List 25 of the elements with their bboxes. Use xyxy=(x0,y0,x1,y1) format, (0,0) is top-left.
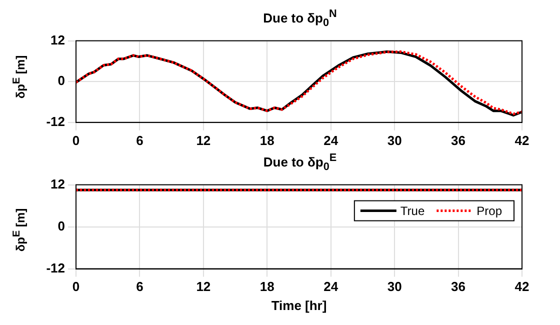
x-tick-label: 36 xyxy=(451,279,466,294)
x-axis-title: Time [hr] xyxy=(271,298,327,313)
y-tick-label: 0 xyxy=(58,73,65,88)
x-tick-label: 6 xyxy=(136,132,144,148)
x-tick-label: 42 xyxy=(514,279,530,294)
x-tick-label: 36 xyxy=(451,132,466,148)
x-tick-label: 6 xyxy=(136,279,144,294)
x-tick-label: 0 xyxy=(72,279,80,294)
x-tick-label: 12 xyxy=(196,132,211,148)
y-tick-label: 12 xyxy=(50,32,65,48)
x-tick-label: 30 xyxy=(387,279,402,294)
x-tick-label: 18 xyxy=(260,279,274,294)
x-tick-label: 12 xyxy=(196,279,211,294)
y-tick-label: 12 xyxy=(50,176,65,192)
x-tick-label: 0 xyxy=(72,132,80,148)
y-tick-label: 0 xyxy=(58,218,65,234)
x-tick-label: 30 xyxy=(387,132,402,148)
legend-label: Prop xyxy=(476,204,502,218)
x-tick-label: 18 xyxy=(260,132,274,148)
y-tick-label: -12 xyxy=(46,260,65,276)
x-tick-label: 24 xyxy=(324,132,339,148)
x-tick-label: 24 xyxy=(324,279,339,294)
x-tick-label: 42 xyxy=(514,132,530,148)
legend-label: True xyxy=(400,204,425,218)
y-tick-label: -12 xyxy=(46,114,65,129)
